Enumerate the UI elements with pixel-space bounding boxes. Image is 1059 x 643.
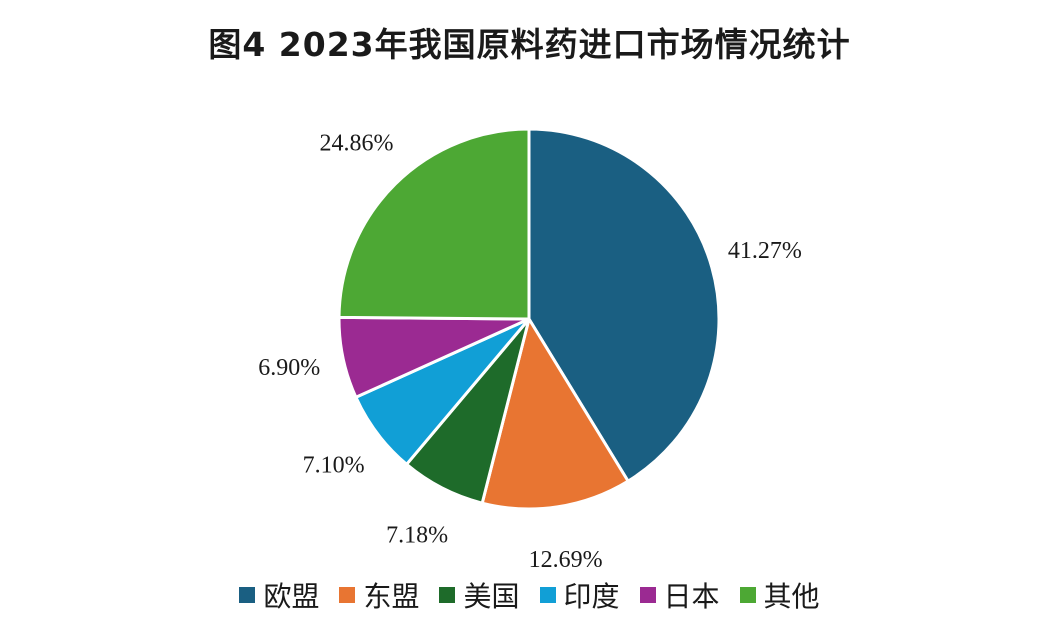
legend-item-其他: 其他	[739, 575, 820, 615]
legend-label: 印度	[563, 580, 620, 613]
legend-swatch	[539, 587, 556, 603]
legend-swatch	[739, 587, 756, 603]
pie-slice-东盟	[480, 317, 630, 511]
slice-label-美国: 7.18%	[386, 522, 448, 548]
slice-label-东盟: 12.69%	[529, 547, 603, 573]
legend-item-日本: 日本	[639, 575, 720, 615]
legend-swatch	[239, 587, 256, 603]
slice-label-日本: 6.90%	[258, 355, 320, 381]
chart-title: 图4 2023年我国原料药进口市场情况统计	[208, 25, 851, 64]
legend-item-欧盟: 欧盟	[239, 575, 319, 615]
legend-label: 日本	[663, 580, 720, 613]
legend-item-美国: 美国	[439, 575, 520, 615]
pie-slice-欧盟	[527, 127, 721, 483]
legend-label: 美国	[463, 580, 520, 613]
legend-swatch	[339, 587, 356, 603]
slice-label-欧盟: 41.27%	[728, 238, 802, 264]
slice-label-其他: 24.86%	[320, 130, 394, 156]
pie-slices	[337, 127, 721, 511]
legend-item-印度: 印度	[539, 575, 620, 615]
slice-label-印度: 7.10%	[303, 452, 365, 478]
legend-item-东盟: 东盟	[339, 575, 419, 615]
legend-label: 东盟	[363, 580, 420, 613]
chart-legend: 欧盟 东盟 美国 印度 日本 其他	[0, 575, 1059, 615]
pie-slice-其他	[337, 127, 531, 321]
legend-swatch	[639, 587, 656, 603]
legend-label: 其他	[763, 580, 820, 613]
legend-label: 欧盟	[263, 580, 320, 613]
legend-swatch	[439, 587, 456, 603]
pie-labels: 41.27% 12.69% 7.18% 7.10% 6.90% 24.86%	[258, 130, 802, 572]
